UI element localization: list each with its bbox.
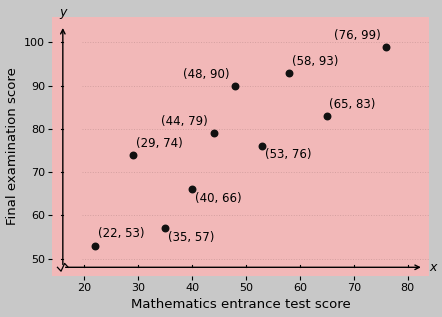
Point (259, 144, 266, 149)
Text: (58, 93): (58, 93) (292, 55, 338, 68)
Text: x: x (429, 261, 436, 274)
Point (382, 44, 389, 49)
Text: (44, 79): (44, 79) (161, 115, 208, 128)
Point (91, 243, 99, 248)
Text: (65, 83): (65, 83) (329, 98, 376, 111)
Point (232, 83, 239, 88)
Text: (22, 53): (22, 53) (98, 228, 145, 241)
Y-axis label: Final examination score: Final examination score (6, 67, 19, 225)
Point (162, 226, 169, 231)
Text: (29, 74): (29, 74) (136, 137, 182, 150)
Text: (48, 90): (48, 90) (183, 68, 230, 81)
X-axis label: Mathematics entrance test score: Mathematics entrance test score (131, 298, 351, 311)
Point (210, 131, 217, 136)
Point (189, 187, 196, 192)
Text: (35, 57): (35, 57) (168, 230, 214, 243)
Text: (40, 66): (40, 66) (195, 191, 241, 204)
Point (323, 113, 330, 119)
Point (130, 152, 137, 158)
Text: (76, 99): (76, 99) (334, 29, 381, 42)
Text: y: y (59, 6, 66, 19)
Point (286, 70, 293, 75)
Text: (53, 76): (53, 76) (265, 148, 311, 161)
